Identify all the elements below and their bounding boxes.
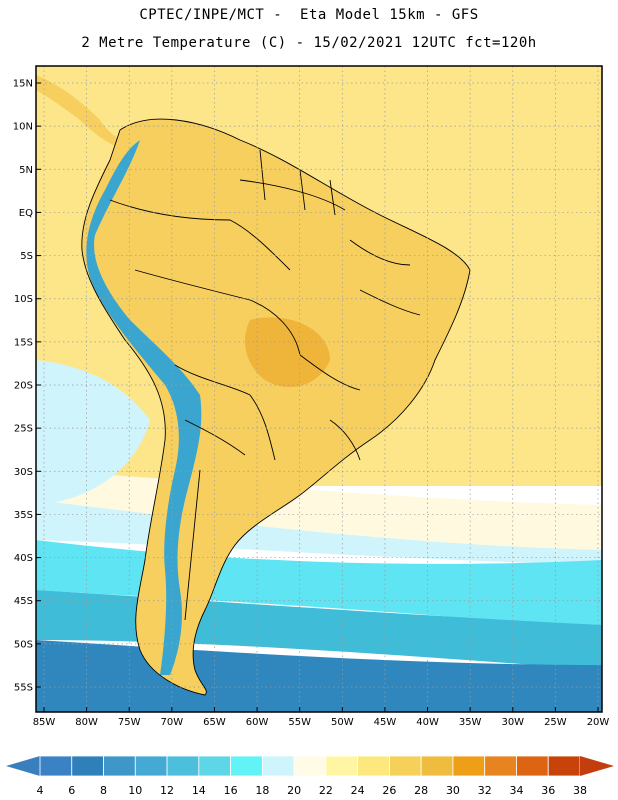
lat-label: 10S (14, 294, 33, 305)
hot-core-region (245, 317, 330, 388)
lat-label: 30S (14, 467, 33, 478)
lat-label: EQ (19, 208, 33, 219)
legend-swatch (547, 755, 581, 777)
andes-cold-ridge (86, 140, 202, 675)
legend-value: 16 (224, 784, 238, 797)
map-title: CPTEC/INPE/MCT - Eta Model 15km - GFS (139, 7, 479, 23)
lat-label: 25S (14, 424, 33, 435)
legend-color-boxes (39, 755, 581, 777)
legend-value: 30 (446, 784, 460, 797)
legend-swatch (516, 755, 549, 777)
legend-value: 12 (160, 784, 174, 797)
lon-label: 55W (288, 717, 311, 728)
legend-left-arrow (6, 756, 40, 776)
lon-label: 75W (118, 717, 141, 728)
lon-label: 70W (161, 717, 184, 728)
legend-value: 18 (255, 784, 269, 797)
legend-swatch (134, 755, 168, 777)
lon-label: 85W (33, 717, 56, 728)
legend-swatch (389, 755, 422, 777)
legend-swatch (293, 755, 327, 777)
lat-label: 10N (13, 122, 33, 133)
legend-value: 38 (573, 784, 587, 797)
country-borders (81, 118, 471, 696)
legend-swatch (357, 755, 390, 777)
lon-label: 50W (331, 717, 354, 728)
legend-right-arrow (580, 756, 614, 776)
legend-value: 6 (68, 784, 75, 797)
legend-swatch (103, 755, 136, 777)
legend-labels: 4 6 8 10 12 14 16 18 20 22 24 26 28 30 32 34 36 38 (37, 784, 588, 797)
legend-value: 26 (382, 784, 396, 797)
lat-label: 20S (14, 381, 33, 392)
lon-label: 45W (374, 717, 397, 728)
legend-swatch (71, 755, 104, 777)
legend-swatch (452, 755, 486, 777)
lat-label: 40S (14, 553, 33, 564)
legend-swatch (39, 755, 73, 777)
legend-swatch (325, 755, 359, 777)
lon-label: 35W (459, 717, 482, 728)
legend-value: 28 (414, 784, 428, 797)
lat-label: 35S (14, 510, 33, 521)
legend-value: 20 (287, 784, 301, 797)
legend-value: 4 (37, 784, 44, 797)
color-legend: 4 6 8 10 12 14 16 18 20 22 24 26 28 30 32 34 36 38 (6, 755, 614, 797)
longitude-labels: 85W 80W 75W 70W 65W 60W 55W 50W 45W 40W 35W 30W 25W 2… (33, 707, 610, 728)
legend-value: 24 (351, 784, 365, 797)
legend-swatch (261, 755, 295, 777)
map-frame (35, 65, 603, 713)
legend-swatch (420, 755, 454, 777)
map-subtitle: 2 Metre Temperature (C) - 15/02/2021 12U… (81, 35, 537, 51)
central-america-land (36, 75, 130, 150)
temperature-map: 15N 10N 5N EQ 5S 10S 15S 20S 25S 30S 35S 40S 45S 50S 5… (13, 65, 610, 728)
lat-label: 50S (14, 639, 33, 650)
legend-swatch (166, 755, 200, 777)
lat-label: 5N (19, 165, 33, 176)
legend-value: 22 (319, 784, 333, 797)
legend-swatch (198, 755, 231, 777)
legend-value: 14 (192, 784, 206, 797)
legend-value: 8 (100, 784, 107, 797)
map-field (36, 66, 602, 712)
lon-label: 40W (416, 717, 439, 728)
legend-value: 34 (509, 784, 523, 797)
lat-label: 45S (14, 596, 33, 607)
lon-label: 80W (75, 717, 98, 728)
legend-value: 32 (478, 784, 492, 797)
lon-label: 65W (203, 717, 226, 728)
lat-label: 15S (14, 337, 33, 348)
lat-label: 15N (13, 79, 33, 90)
latitude-labels: 15N 10N 5N EQ 5S 10S 15S 20S 25S 30S 35S 40S 45S 50S 5… (13, 79, 41, 694)
legend-swatch (484, 755, 517, 777)
lat-label: 5S (20, 251, 33, 262)
lon-label: 30W (501, 717, 524, 728)
ocean-cool-band (36, 500, 602, 565)
lon-label: 60W (246, 717, 269, 728)
lon-label: 25W (544, 717, 567, 728)
legend-swatch (230, 755, 263, 777)
legend-value: 36 (541, 784, 555, 797)
legend-value: 10 (128, 784, 142, 797)
lon-label: 20W (587, 717, 610, 728)
ocean-cool-band-west (36, 360, 150, 505)
south-america-land (81, 119, 470, 696)
lat-label: 55S (14, 683, 33, 694)
